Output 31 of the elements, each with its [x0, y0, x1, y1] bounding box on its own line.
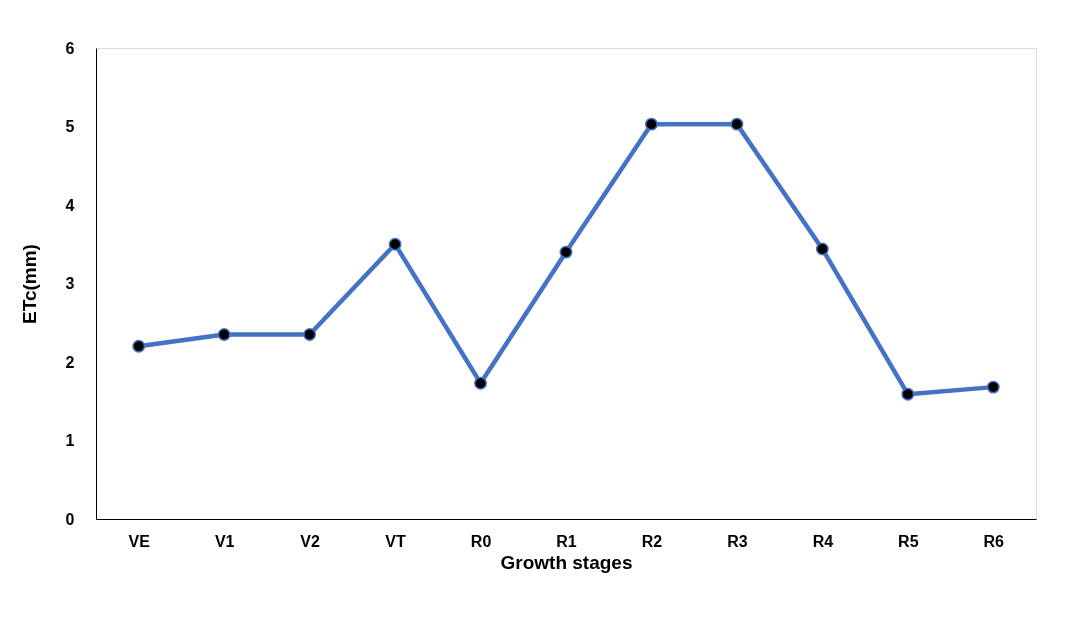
- x-tick-label: VT: [385, 532, 407, 550]
- point: [559, 245, 573, 259]
- x-tick-label: V2: [300, 532, 321, 550]
- x-tick-label: R2: [641, 532, 663, 550]
- point: [986, 380, 1000, 394]
- y-tick-label: 5: [65, 118, 75, 135]
- y-axis-title: ETc(mm): [18, 244, 40, 324]
- y-tick-label: 6: [65, 39, 75, 57]
- point: [132, 339, 146, 353]
- x-tick-label: R1: [556, 532, 577, 550]
- x-tick-label: R3: [727, 532, 748, 550]
- y-tick-label: 0: [65, 510, 75, 528]
- y-tick-label: 4: [65, 196, 75, 214]
- y-tick-label: 1: [65, 432, 75, 449]
- x-tick-label: V1: [214, 532, 235, 550]
- point: [474, 376, 487, 390]
- point: [901, 387, 915, 401]
- x-tick-label: R4: [812, 532, 834, 550]
- x-tick-label: R5: [898, 532, 919, 550]
- point: [217, 328, 231, 341]
- point: [388, 237, 402, 251]
- y-tick-label: 3: [65, 275, 75, 292]
- point: [645, 117, 658, 131]
- point: [730, 117, 744, 131]
- x-tick-label: R0: [470, 532, 492, 550]
- point: [303, 328, 317, 341]
- point: [815, 242, 829, 256]
- x-tick-label: R6: [983, 532, 1005, 550]
- x-tick-label: VE: [128, 532, 151, 550]
- x-axis-title: Growth stages: [500, 551, 633, 573]
- y-tick-label: 2: [65, 353, 75, 371]
